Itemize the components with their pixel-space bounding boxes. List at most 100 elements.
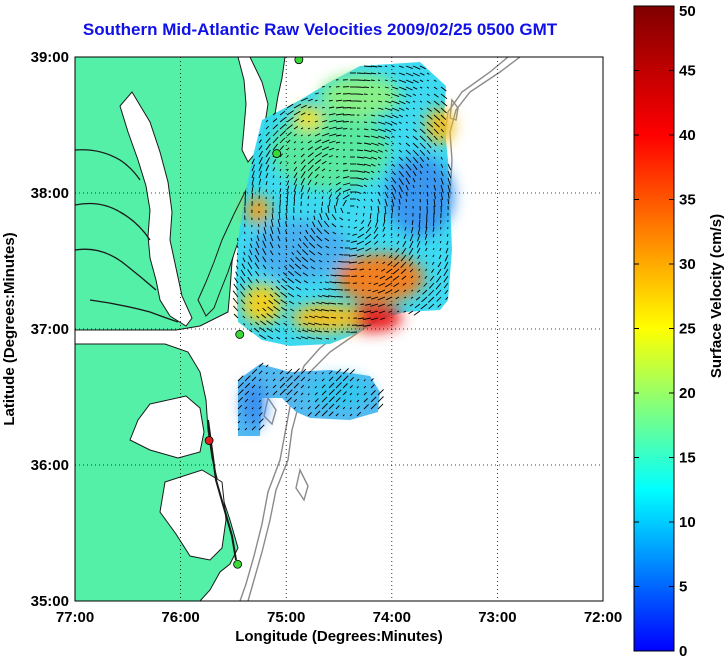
current-vector xyxy=(279,123,287,130)
current-vector xyxy=(279,168,282,172)
current-vector xyxy=(400,254,407,262)
current-vector xyxy=(383,212,386,221)
current-vector xyxy=(251,192,254,200)
current-vector xyxy=(256,235,260,242)
current-vector xyxy=(372,289,379,293)
current-vector xyxy=(356,170,365,173)
current-vector xyxy=(335,389,342,396)
current-vector xyxy=(265,379,268,382)
current-vector xyxy=(262,240,267,249)
current-vector xyxy=(253,328,260,333)
current-vector xyxy=(398,100,406,105)
current-vector xyxy=(409,303,414,307)
current-vector xyxy=(401,247,407,255)
current-vector xyxy=(264,288,267,291)
current-vector xyxy=(335,127,343,130)
current-vector xyxy=(329,309,337,312)
current-vector xyxy=(405,114,409,117)
current-vector xyxy=(384,170,388,174)
current-vector xyxy=(356,240,365,245)
current-vector xyxy=(419,135,427,142)
x-tick-label: 74:00 xyxy=(373,609,411,626)
current-vector xyxy=(300,392,304,396)
current-vector xyxy=(314,410,321,417)
current-vector xyxy=(384,135,390,139)
current-vector xyxy=(447,184,451,193)
current-vector xyxy=(286,147,290,151)
current-vector xyxy=(370,142,379,146)
current-vector xyxy=(263,301,267,305)
current-vector xyxy=(356,184,363,188)
current-vector xyxy=(319,213,323,221)
current-vector xyxy=(293,178,298,186)
current-vector xyxy=(368,282,372,285)
current-vector xyxy=(359,268,365,271)
current-vector xyxy=(244,406,248,410)
current-vector xyxy=(419,79,424,83)
current-vector xyxy=(414,303,421,309)
current-vector xyxy=(292,231,295,235)
current-vector xyxy=(370,177,374,180)
current-vector xyxy=(300,384,305,389)
current-vector xyxy=(288,264,295,270)
current-vector xyxy=(447,198,450,205)
velocity-field xyxy=(232,62,454,436)
current-vector xyxy=(274,292,281,298)
current-vector xyxy=(324,281,330,284)
current-vector xyxy=(394,254,400,261)
current-vector xyxy=(279,110,286,116)
current-vector xyxy=(328,411,334,417)
current-vector xyxy=(237,404,243,410)
current-vector xyxy=(443,282,449,289)
current-vector xyxy=(370,128,378,132)
current-vector xyxy=(425,219,428,228)
current-vector xyxy=(262,307,267,312)
current-vector xyxy=(340,207,344,214)
current-vector xyxy=(417,282,421,286)
current-vector xyxy=(272,159,277,165)
current-vector xyxy=(363,392,367,396)
current-vector xyxy=(300,127,304,130)
current-vector xyxy=(431,261,435,265)
current-vector xyxy=(269,293,274,298)
current-vector xyxy=(391,149,394,152)
current-vector xyxy=(384,100,392,104)
current-vector xyxy=(377,296,386,301)
current-vector xyxy=(440,198,443,207)
current-vector xyxy=(356,163,365,166)
current-vector xyxy=(312,281,316,284)
current-vector xyxy=(328,288,337,291)
current-vector xyxy=(419,72,425,76)
current-vector xyxy=(320,207,323,214)
current-vector xyxy=(279,376,285,382)
current-vector xyxy=(321,139,330,144)
current-vector xyxy=(356,378,360,382)
current-vector xyxy=(405,170,411,178)
current-vector xyxy=(370,107,374,110)
current-vector xyxy=(292,223,295,228)
current-vector xyxy=(335,92,341,95)
current-vector xyxy=(301,329,309,333)
current-vector xyxy=(405,191,408,197)
current-vector xyxy=(440,86,447,92)
current-vector xyxy=(272,390,278,396)
current-vector xyxy=(375,268,379,271)
current-vector xyxy=(433,184,437,191)
current-vector xyxy=(300,165,306,172)
current-vector xyxy=(315,337,323,340)
x-tick-label: 72:00 xyxy=(584,609,622,626)
current-vector xyxy=(280,291,288,298)
current-vector xyxy=(391,72,396,75)
current-vector xyxy=(322,294,330,298)
current-vector xyxy=(405,198,408,202)
current-vector xyxy=(412,79,419,84)
current-vector xyxy=(408,247,414,255)
current-vector xyxy=(243,323,246,326)
current-vector xyxy=(251,392,255,396)
current-vector xyxy=(412,128,417,133)
current-vector xyxy=(310,227,316,235)
current-vector xyxy=(251,164,256,172)
current-vector xyxy=(433,79,437,82)
current-vector xyxy=(379,275,386,280)
current-vector xyxy=(398,72,406,76)
